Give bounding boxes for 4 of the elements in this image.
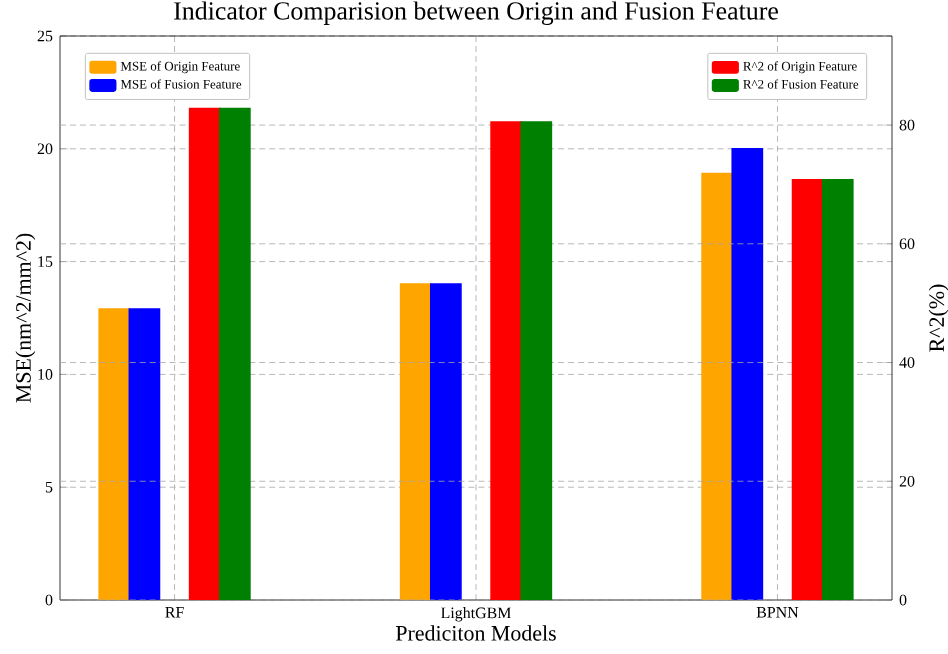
y2-axis-title: R^2(%) xyxy=(928,284,948,352)
chart-title: Indicator Comparision between Origin and Fusion Feature xyxy=(174,1,778,25)
x-axis-title: Prediciton Models xyxy=(395,625,556,641)
y-axis-title: MSE(nm^2/mm^2) xyxy=(15,233,36,403)
